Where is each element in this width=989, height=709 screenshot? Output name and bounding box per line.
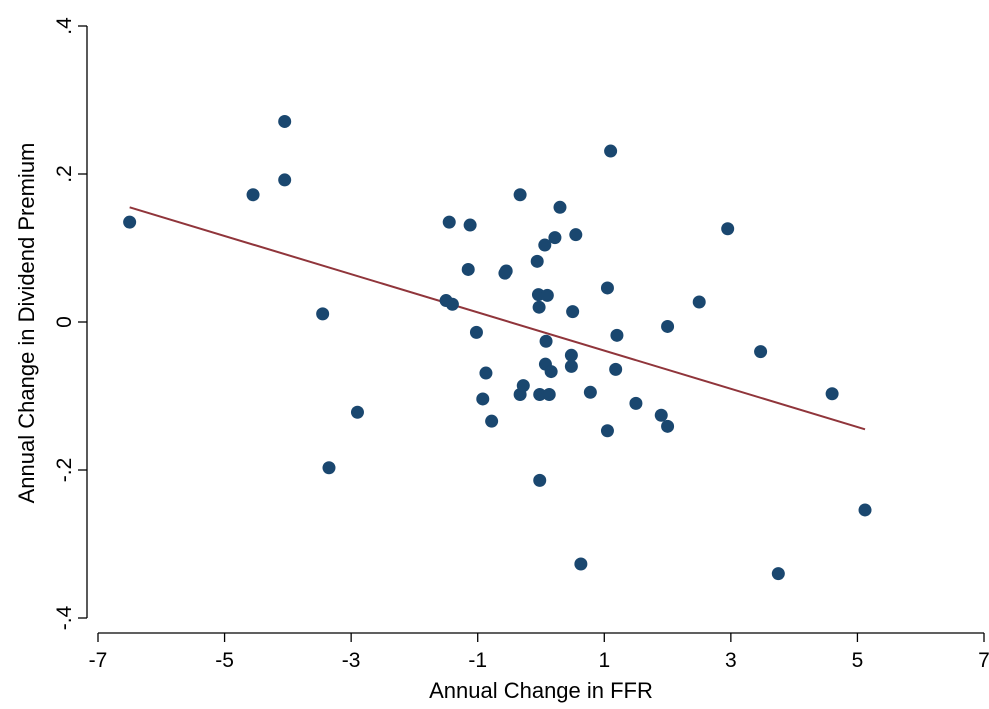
scatter-point bbox=[516, 379, 530, 393]
x-axis: -7 -5 -3 -1 1 3 5 7 bbox=[89, 632, 989, 672]
scatter-point bbox=[322, 461, 336, 475]
scatter-point bbox=[721, 222, 735, 236]
scatter-point bbox=[513, 188, 527, 202]
scatter-point bbox=[469, 325, 483, 339]
scatter-point bbox=[600, 281, 614, 295]
y-tick-label: 0 bbox=[53, 316, 76, 328]
scatter-point bbox=[610, 328, 624, 342]
scatter-point bbox=[544, 365, 558, 379]
x-tick-label: -7 bbox=[89, 649, 108, 672]
scatter-point bbox=[569, 228, 583, 242]
y-tick-label: .2 bbox=[53, 165, 76, 183]
scatter-point bbox=[461, 262, 475, 276]
scatter-point bbox=[564, 359, 578, 373]
scatter-point bbox=[583, 385, 597, 399]
scatter-point bbox=[316, 307, 330, 321]
scatter-point bbox=[661, 419, 675, 433]
scatter-point bbox=[692, 295, 706, 309]
scatter-point bbox=[499, 264, 513, 278]
y-axis-title: Annual Change in Dividend Premium bbox=[14, 143, 39, 504]
scatter-point bbox=[476, 392, 490, 406]
y-tick-label: .4 bbox=[53, 17, 76, 35]
scatter-point bbox=[604, 144, 618, 158]
scatter-point bbox=[479, 366, 493, 380]
x-tick-label: -3 bbox=[342, 649, 361, 672]
scatter-point bbox=[533, 473, 547, 487]
scatter-point bbox=[540, 288, 554, 302]
scatter-point bbox=[661, 319, 675, 333]
scatter-point bbox=[530, 254, 544, 268]
scatter-point bbox=[539, 334, 553, 348]
scatter-point bbox=[445, 297, 459, 311]
x-tick-label: -5 bbox=[215, 649, 234, 672]
fit-line bbox=[129, 206, 866, 431]
scatter-point bbox=[574, 557, 588, 571]
scatter-point bbox=[566, 305, 580, 319]
x-tick-label: 3 bbox=[725, 649, 737, 672]
scatter-point bbox=[564, 348, 578, 362]
x-tick-label: 7 bbox=[978, 649, 989, 672]
scatter-point bbox=[246, 188, 260, 202]
scatter-point bbox=[533, 388, 547, 402]
scatter-point bbox=[485, 414, 499, 428]
x-tick-label: 1 bbox=[598, 649, 610, 672]
scatter-point bbox=[825, 387, 839, 401]
scatter-points bbox=[123, 114, 872, 581]
x-axis-title: Annual Change in FFR bbox=[429, 678, 653, 703]
x-tick-label: 5 bbox=[852, 649, 864, 672]
scatter-point bbox=[858, 503, 872, 517]
scatter-point bbox=[548, 231, 562, 245]
scatter-point bbox=[629, 396, 643, 410]
scatter-point bbox=[278, 173, 292, 187]
scatter-point bbox=[123, 215, 137, 229]
scatter-point bbox=[754, 345, 768, 359]
scatter-point bbox=[553, 200, 567, 214]
y-tick-label: -.2 bbox=[53, 458, 76, 483]
scatter-point bbox=[442, 215, 456, 229]
scatter-point bbox=[542, 388, 556, 402]
scatter-point bbox=[600, 424, 614, 438]
fit-line-group bbox=[129, 206, 866, 431]
scatter-point bbox=[532, 300, 546, 314]
y-tick-label: -.4 bbox=[53, 605, 76, 630]
scatter-point bbox=[654, 408, 668, 422]
scatter-point bbox=[463, 218, 477, 232]
y-axis: -.4 -.2 0 .2 .4 bbox=[53, 17, 88, 630]
scatter-point bbox=[350, 405, 364, 419]
scatter-point bbox=[278, 114, 292, 128]
scatter-point bbox=[538, 238, 552, 252]
x-tick-label: -1 bbox=[468, 649, 487, 672]
scatter-point bbox=[771, 567, 785, 581]
scatter-point bbox=[609, 362, 623, 376]
